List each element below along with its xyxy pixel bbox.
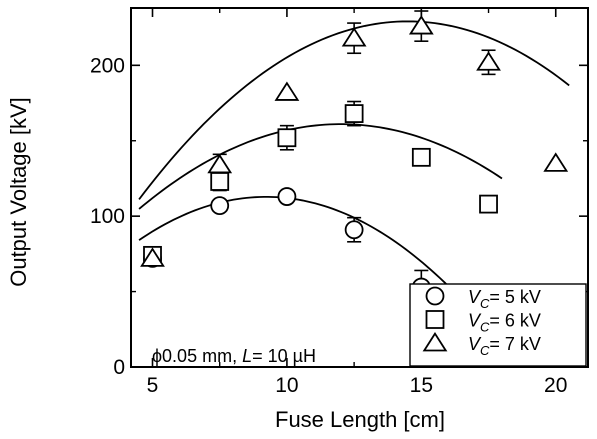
legend-marker-triangle (422, 331, 448, 352)
conditions-annotation: ϕ0.05 mm, L= 10 µH (152, 346, 316, 366)
data-point-square (411, 147, 431, 167)
data-point-square (277, 128, 297, 148)
data-point-triangle (341, 27, 367, 47)
plot-border (130, 7, 589, 368)
x-tick-label: 5 (147, 374, 159, 397)
data-point-triangle (140, 247, 165, 267)
legend-label: VC= 5 kV (468, 287, 541, 311)
data-point-triangle (207, 153, 233, 174)
data-point-square (344, 104, 364, 123)
data-point-circle (210, 196, 230, 216)
x-tick-label: 10 (275, 374, 298, 397)
data-point-triangle (543, 152, 569, 172)
data-point-circle (277, 187, 297, 206)
legend-label: VC= 6 kV (468, 311, 541, 335)
data-point-square (479, 194, 498, 214)
x-tick-label: 20 (544, 374, 567, 397)
data-point-triangle (274, 81, 300, 101)
legend-label: VC= 7 kV (468, 334, 541, 358)
data-point-square (210, 172, 230, 191)
data-point-triangle (408, 15, 434, 35)
fit-curve-circle (138, 195, 484, 325)
x-axis-label: Fuse Length [cm] (275, 407, 445, 432)
data-point-triangle (476, 51, 501, 71)
y-tick-label: 0 (113, 356, 125, 379)
y-tick-label: 100 (90, 205, 125, 228)
fit-curves (138, 20, 570, 325)
y-tick-label: 200 (90, 54, 125, 77)
legend-marker-circle (425, 286, 445, 306)
x-tick-label: 15 (410, 374, 433, 397)
legend-marker-square (425, 310, 445, 329)
data-markers (140, 15, 569, 297)
y-axis-label: Output Voltage [kV] (6, 97, 31, 287)
fit-curve-square (138, 123, 503, 210)
error-bars (212, 10, 496, 305)
data-point-circle (344, 220, 364, 240)
